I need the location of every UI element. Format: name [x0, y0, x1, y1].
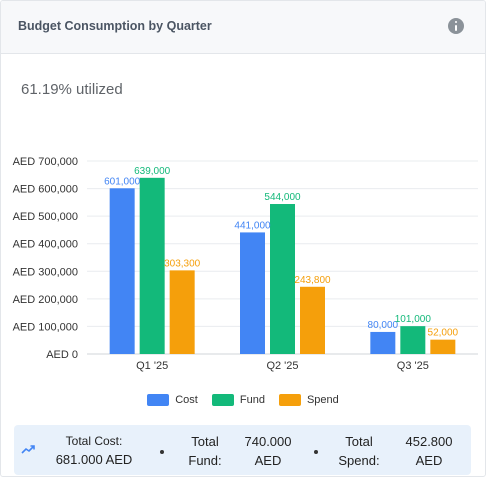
info-icon[interactable]: [448, 18, 464, 34]
total-fund-label-line2: Fund:: [188, 453, 222, 468]
legend-label-spend: Spend: [306, 394, 339, 406]
data-label: 441,000: [234, 220, 271, 231]
total-spend-label-line2: Spend:: [338, 453, 380, 468]
y-tick-label: AED 300,000: [13, 266, 78, 278]
legend-item-spend[interactable]: Spend: [278, 394, 339, 406]
chart-legend: Cost Fund Spend: [1, 394, 485, 406]
card-title: Budget Consumption by Quarter: [18, 19, 212, 33]
x-tick-label: Q1 '25: [136, 360, 168, 372]
legend-label-fund: Fund: [239, 394, 265, 406]
y-tick-label: AED 500,000: [13, 211, 78, 223]
total-spend-value-line2: AED: [415, 453, 443, 468]
total-cost-value: 681.000 AED: [55, 452, 133, 467]
x-tick-label: Q2 '25: [266, 360, 298, 372]
x-tick-label: Q3 '25: [397, 360, 429, 372]
separator-dot: [160, 450, 164, 454]
legend-swatch-cost: [147, 394, 170, 406]
legend-item-cost[interactable]: Cost: [147, 394, 198, 406]
bar-cost[interactable]: [109, 188, 135, 354]
data-label: 601,000: [104, 176, 141, 187]
bar-cost[interactable]: [240, 232, 265, 354]
bar-spend[interactable]: [169, 270, 195, 354]
y-tick-label: AED 0: [46, 349, 78, 361]
utilization-text: 61.19% utilized: [21, 81, 123, 98]
bar-fund[interactable]: [400, 326, 426, 354]
legend-swatch-spend: [278, 394, 301, 406]
y-tick-label: AED 600,000: [13, 184, 78, 196]
total-fund-label-line1: Total: [191, 434, 219, 449]
legend-item-fund[interactable]: Fund: [211, 394, 265, 406]
bar-spend[interactable]: [300, 286, 325, 354]
card-header: Budget Consumption by Quarter: [1, 1, 485, 54]
y-tick-label: AED 100,000: [13, 321, 78, 333]
bar-spend[interactable]: [430, 339, 456, 354]
data-label: 101,000: [395, 314, 432, 325]
total-fund-value-line1: 740.000: [244, 434, 292, 449]
y-tick-label: AED 200,000: [13, 294, 78, 306]
data-label: 52,000: [428, 328, 459, 339]
bar-cost[interactable]: [370, 331, 396, 354]
total-spend-value-line1: 452.800: [405, 434, 453, 449]
legend-swatch-fund: [211, 394, 234, 406]
budget-bar-chart: AED 0 AED 100,000 AED 200,000 AED 300,000 AE…: [13, 156, 478, 372]
data-label: 243,800: [294, 275, 331, 286]
data-label: 639,000: [134, 166, 171, 177]
trending-up-icon: [21, 445, 35, 454]
legend-label-cost: Cost: [175, 394, 198, 406]
total-spend-label-line1: Total: [345, 434, 373, 449]
totals-summary: Total Cost: 681.000 AED Total Fund: 740.…: [14, 425, 471, 475]
total-cost-label: Total Cost:: [65, 434, 123, 448]
y-tick-label: AED 400,000: [13, 239, 78, 251]
data-label: 544,000: [264, 192, 301, 203]
total-fund-value-line2: AED: [254, 453, 282, 468]
y-tick-label: AED 700,000: [13, 156, 78, 168]
data-label: 80,000: [368, 320, 399, 331]
bar-fund[interactable]: [139, 177, 165, 354]
data-label: 303,300: [164, 258, 201, 269]
separator-dot: [314, 450, 318, 454]
bar-fund[interactable]: [270, 204, 295, 354]
